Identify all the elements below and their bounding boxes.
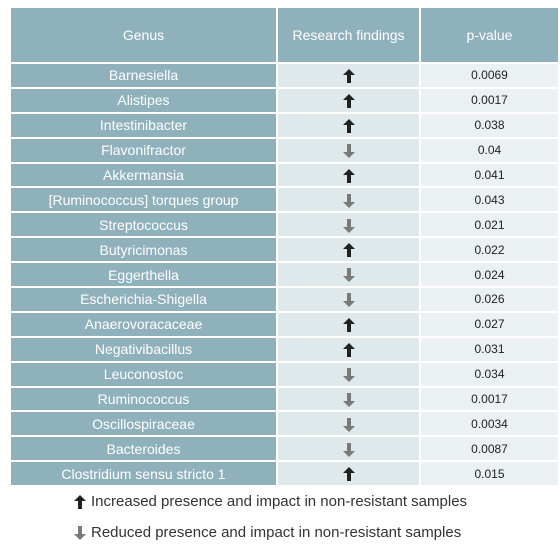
genus-cell: Anaerovoracaceae (11, 312, 276, 336)
p-value-cell: 0.021 (421, 213, 558, 237)
p-value-cell: 0.034 (421, 362, 558, 386)
arrow-down-icon (342, 268, 355, 283)
finding-cell (278, 437, 419, 461)
p-value-cell: 0.041 (421, 163, 558, 187)
arrow-up-icon (342, 467, 355, 482)
p-value-cell: 0.022 (421, 238, 558, 262)
genus-cell: Eggerthella (11, 263, 276, 287)
genus-cell: [Ruminococcus] torques group (11, 188, 276, 212)
p-value-cell: 0.015 (421, 462, 558, 486)
finding-cell (278, 337, 419, 361)
finding-cell (278, 188, 419, 212)
finding-cell (278, 88, 419, 112)
genus-cell: Flavonifractor (11, 138, 276, 162)
finding-cell (278, 163, 419, 187)
legend-reduced: Reduced presence and impact in non-resis… (74, 524, 461, 541)
table-row: Alistipes 0.0017 (11, 88, 558, 112)
genus-cell: Butyricimonas (11, 238, 276, 262)
genus-cell: Streptococcus (11, 213, 276, 237)
p-value-cell: 0.04 (421, 138, 558, 162)
table-row: Ruminococcus 0.0017 (11, 387, 558, 411)
finding-cell (278, 312, 419, 336)
genus-cell: Negativibacillus (11, 337, 276, 361)
finding-cell (278, 238, 419, 262)
p-value-cell: 0.0017 (421, 387, 558, 411)
table-row: Bacteroides 0.0087 (11, 437, 558, 461)
arrow-up-icon (74, 494, 86, 509)
p-value-cell: 0.0017 (421, 88, 558, 112)
arrow-up-icon (342, 119, 355, 133)
arrow-down-icon (342, 293, 355, 308)
genus-cell: Akkermansia (11, 163, 276, 187)
legend-increased: Increased presence and impact in non-res… (74, 493, 467, 510)
arrow-down-icon (74, 525, 86, 540)
arrow-down-icon (342, 417, 355, 432)
genus-cell: Clostridium sensu stricto 1 (11, 462, 276, 486)
finding-cell (278, 138, 419, 162)
finding-cell (278, 113, 419, 137)
p-value-cell: 0.043 (421, 188, 558, 212)
header-genus: Genus (11, 8, 276, 62)
arrow-down-icon (342, 367, 355, 382)
table-body: Barnesiella 0.0069 Alistipes 0.0017 Intestin… (11, 64, 558, 486)
table-row: Flavonifractor 0.04 (11, 138, 558, 162)
finding-cell (278, 213, 419, 237)
finding-cell (278, 64, 419, 87)
p-value-cell: 0.0069 (421, 64, 558, 87)
p-value-cell: 0.0087 (421, 437, 558, 461)
table-row: Barnesiella 0.0069 (11, 64, 558, 87)
arrow-up-icon (342, 318, 355, 333)
p-value-cell: 0.0034 (421, 412, 558, 436)
table-row: Butyricimonas 0.022 (11, 238, 558, 262)
arrow-up-icon (342, 69, 355, 84)
legend-reduced-text: Reduced presence and impact in non-resis… (91, 524, 462, 541)
table-row: Escherichia-Shigella 0.026 (11, 288, 558, 311)
finding-cell (278, 387, 419, 411)
table-row: Negativibacillus 0.031 (11, 337, 558, 361)
p-value-cell: 0.031 (421, 337, 558, 361)
header-research-findings: Research findings (278, 8, 419, 62)
p-value-cell: 0.038 (421, 113, 558, 137)
arrow-down-icon (342, 193, 355, 208)
table-row: [Ruminococcus] torques group 0.043 (11, 188, 558, 212)
finding-cell (278, 288, 419, 311)
table-row: Anaerovoracaceae 0.027 (11, 312, 558, 336)
table-row: Oscillospiraceae 0.0034 (11, 412, 558, 436)
genus-cell: Barnesiella (11, 64, 276, 87)
arrow-down-icon (342, 143, 355, 158)
finding-cell (278, 362, 419, 386)
table-row: Clostridium sensu stricto 1 0.015 (11, 462, 558, 486)
genus-cell: Ruminococcus (11, 387, 276, 411)
arrow-up-icon (342, 94, 355, 109)
finding-cell (278, 412, 419, 436)
genus-cell: Intestinibacter (11, 113, 276, 137)
table-row: Streptococcus 0.021 (11, 213, 558, 237)
p-value-cell: 0.024 (421, 263, 558, 287)
arrow-up-icon (342, 243, 355, 258)
genus-table: Genus Research findings p-value Barnesie… (9, 6, 560, 487)
arrow-down-icon (342, 218, 355, 233)
header-p-value: p-value (421, 8, 558, 62)
table-header-row: Genus Research findings p-value (11, 8, 558, 62)
table-row: Intestinibacter 0.038 (11, 113, 558, 137)
arrow-up-icon (342, 168, 355, 183)
genus-cell: Oscillospiraceae (11, 412, 276, 436)
p-value-cell: 0.027 (421, 312, 558, 336)
legend-increased-text: Increased presence and impact in non-res… (91, 493, 468, 510)
genus-cell: Bacteroides (11, 437, 276, 461)
finding-cell (278, 263, 419, 287)
p-value-cell: 0.026 (421, 288, 558, 311)
table-row: Akkermansia 0.041 (11, 163, 558, 187)
finding-cell (278, 462, 419, 486)
arrow-down-icon (342, 392, 355, 407)
arrow-up-icon (342, 343, 355, 358)
table-row: Eggerthella 0.024 (11, 263, 558, 287)
genus-cell: Leuconostoc (11, 362, 276, 386)
arrow-down-icon (342, 442, 355, 457)
table-row: Leuconostoc 0.034 (11, 362, 558, 386)
genus-cell: Alistipes (11, 88, 276, 112)
genus-cell: Escherichia-Shigella (11, 288, 276, 311)
